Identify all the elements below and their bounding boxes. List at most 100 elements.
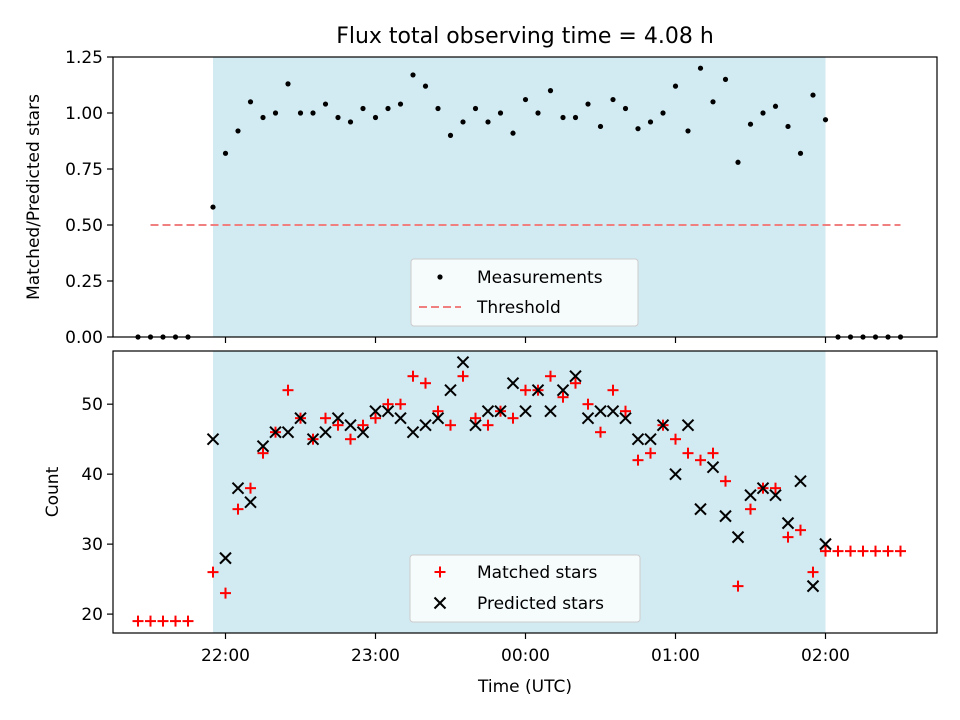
- measurement-point-14: [322, 101, 329, 107]
- measurement-point-21: [410, 72, 416, 78]
- predicted-star-point-37: [669, 467, 682, 481]
- predicted-star-point-29: [569, 369, 582, 383]
- measurement-point-27: [485, 119, 491, 125]
- matched-star-point-54: [820, 545, 831, 557]
- bottom-legend: Matched stars Predicted stars: [409, 554, 641, 623]
- matched-star-point-3: [170, 615, 181, 627]
- matched-star-point-21: [407, 370, 419, 382]
- predicted-star-point-17: [419, 418, 432, 432]
- bottom-y-axis-label: Count: [43, 466, 63, 517]
- predicted-star-point-3: [244, 495, 257, 509]
- predicted-star-point-21: [469, 418, 482, 432]
- matched-star-point-37: [607, 384, 619, 396]
- measurement-point-34: [572, 114, 579, 121]
- predicted-star-point-10: [331, 411, 345, 425]
- legend-label-measurements: Measurements: [477, 268, 603, 288]
- predicted-star-point-49: [819, 537, 832, 551]
- matched-star-point-7: [232, 503, 244, 515]
- measurement-point-16: [347, 119, 354, 125]
- top-legend-box: [410, 258, 639, 327]
- measurement-point-45: [710, 99, 716, 105]
- predicted-star-point-47: [794, 474, 807, 488]
- legend-plus: [434, 566, 446, 578]
- measurement-point-49: [760, 110, 766, 116]
- matched-star-point-57: [857, 545, 869, 557]
- predicted-star-point-12: [356, 425, 370, 439]
- predicted-star-point-35: [644, 432, 657, 446]
- predicted-star-point-43: [744, 488, 757, 502]
- predicted-star-point-32: [606, 404, 620, 418]
- measurement-point-11: [285, 81, 291, 87]
- measurement-point-31: [535, 110, 541, 116]
- matched-star-point-40: [645, 447, 656, 459]
- measurement-point-47: [735, 159, 741, 165]
- predicted-star-point-26: [531, 383, 545, 397]
- measurement-point-46: [722, 76, 729, 82]
- measurement-point-10: [272, 110, 279, 116]
- xtick-label-01:00: 01:00: [651, 646, 700, 666]
- xtick-label-23:00: 23:00: [351, 646, 400, 666]
- measurement-point-50: [772, 103, 779, 109]
- measurement-point-30: [522, 96, 529, 103]
- predicted-star-point-11: [344, 418, 357, 432]
- top-ytick-label-0.25: 0.25: [65, 272, 103, 292]
- top-ytick-label-0.75: 0.75: [65, 160, 103, 180]
- bottom-plot-marks: [132, 355, 906, 627]
- matched-star-point-16: [345, 433, 356, 445]
- measurement-point-13: [310, 110, 316, 116]
- top-x-ticks: [224, 337, 827, 343]
- matched-star-point-44: [695, 454, 706, 466]
- matched-star-point-42: [670, 433, 681, 445]
- predicted-star-point-28: [556, 383, 570, 397]
- predicted-star-point-40: [706, 460, 720, 474]
- measurement-point-40: [647, 119, 654, 125]
- measurement-point-54: [822, 117, 829, 123]
- matched-star-point-38: [620, 405, 631, 417]
- matched-star-point-20: [395, 398, 406, 410]
- measurement-point-24: [447, 132, 454, 138]
- measurement-point-41: [660, 110, 666, 116]
- predicted-star-point-19: [444, 383, 457, 397]
- matched-star-point-0: [132, 615, 144, 627]
- matched-star-point-59: [882, 545, 894, 557]
- matched-star-point-26: [470, 412, 481, 424]
- bottom-x-ticks: 22:00 23:00 00:00 01:00 02:00: [201, 633, 850, 666]
- legend-cross: [433, 596, 447, 610]
- bottom-ytick-label-50: 50: [81, 395, 103, 415]
- predicted-star-point-13: [369, 404, 382, 418]
- matched-star-point-33: [557, 391, 569, 403]
- predicted-star-point-1: [219, 551, 232, 565]
- matched-star-point-14: [320, 412, 331, 424]
- bottom-ytick-label-40: 40: [81, 465, 103, 485]
- bottom-y-ticks: 20 30 40 50: [81, 395, 113, 625]
- matched-star-point-39: [632, 454, 644, 466]
- predicted-star-point-36: [656, 418, 670, 432]
- predicted-star-point-22: [481, 404, 495, 418]
- matched-star-point-34: [570, 377, 581, 389]
- top-axes: 0.00 0.25 0.50 0.75 1.00 1.25 Matched/Predict…: [24, 48, 938, 348]
- bottom-legend-box: [409, 554, 641, 623]
- predicted-star-point-7: [294, 411, 307, 425]
- matched-star-point-45: [707, 447, 719, 459]
- xtick-label-00:00: 00:00: [501, 646, 550, 666]
- matched-star-point-30: [520, 384, 531, 396]
- matched-star-point-53: [807, 566, 819, 578]
- top-plot-marks: [135, 65, 904, 340]
- predicted-star-point-24: [506, 376, 520, 390]
- matched-star-point-48: [745, 503, 756, 515]
- measurement-point-18: [372, 114, 379, 121]
- matched-star-point-17: [357, 419, 369, 431]
- measurement-point-19: [385, 105, 391, 112]
- matched-star-point-24: [445, 419, 456, 431]
- measurement-point-48: [747, 121, 754, 127]
- predicted-star-point-4: [256, 439, 270, 453]
- matched-star-point-23: [432, 405, 444, 417]
- measurement-point-7: [235, 128, 241, 134]
- matched-star-point-55: [832, 545, 844, 557]
- matched-star-point-1: [145, 615, 156, 627]
- legend-label-matched-stars: Matched stars: [477, 563, 597, 583]
- predicted-star-point-18: [431, 411, 445, 425]
- predicted-star-point-31: [594, 404, 607, 418]
- measurement-point-38: [622, 105, 629, 112]
- measurement-point-20: [397, 101, 404, 107]
